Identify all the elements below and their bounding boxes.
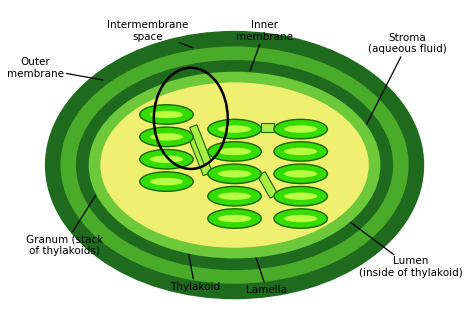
Ellipse shape — [274, 119, 328, 139]
Ellipse shape — [218, 193, 251, 200]
Polygon shape — [189, 135, 212, 176]
Text: Stroma
(aqueous fluid): Stroma (aqueous fluid) — [332, 33, 447, 192]
Text: Lamella: Lamella — [230, 181, 287, 294]
Text: Outer
membrane: Outer membrane — [7, 57, 103, 80]
Text: Granum (stack
of thylakoids): Granum (stack of thylakoids) — [26, 85, 165, 256]
Ellipse shape — [284, 148, 317, 155]
Polygon shape — [257, 172, 278, 198]
Ellipse shape — [218, 125, 251, 133]
Text: Lumen
(inside of thylakoid): Lumen (inside of thylakoid) — [318, 198, 463, 278]
Ellipse shape — [284, 193, 317, 200]
Ellipse shape — [45, 31, 424, 299]
Ellipse shape — [284, 215, 317, 222]
Ellipse shape — [140, 172, 193, 191]
Ellipse shape — [218, 170, 251, 178]
Ellipse shape — [208, 119, 261, 139]
Ellipse shape — [284, 170, 317, 178]
Ellipse shape — [150, 178, 183, 185]
Ellipse shape — [274, 209, 328, 228]
Ellipse shape — [150, 133, 183, 141]
Ellipse shape — [140, 127, 193, 147]
Ellipse shape — [208, 187, 261, 206]
Text: Thylakoid: Thylakoid — [170, 162, 220, 292]
Ellipse shape — [61, 47, 409, 284]
Ellipse shape — [140, 149, 193, 169]
Ellipse shape — [208, 164, 261, 184]
Ellipse shape — [100, 82, 369, 248]
Ellipse shape — [140, 105, 193, 124]
Ellipse shape — [150, 111, 183, 118]
Polygon shape — [190, 125, 211, 164]
Ellipse shape — [284, 125, 317, 133]
Ellipse shape — [150, 155, 183, 163]
Ellipse shape — [274, 187, 328, 206]
Text: Intermembrane
space: Intermembrane space — [107, 20, 193, 48]
Ellipse shape — [218, 148, 251, 155]
Ellipse shape — [208, 142, 261, 161]
Ellipse shape — [89, 72, 381, 258]
Polygon shape — [261, 123, 274, 132]
Ellipse shape — [218, 215, 251, 222]
Ellipse shape — [274, 142, 328, 161]
Ellipse shape — [274, 164, 328, 184]
Ellipse shape — [208, 209, 261, 228]
Text: Inner
membrane: Inner membrane — [236, 20, 293, 71]
Ellipse shape — [76, 60, 393, 270]
